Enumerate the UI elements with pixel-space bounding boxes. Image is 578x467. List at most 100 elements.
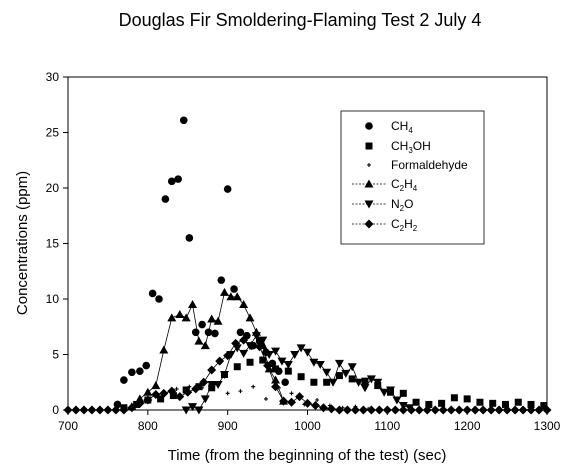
x-tick-label: 1000 — [294, 419, 321, 433]
data-point-n2o — [194, 406, 204, 415]
x-tick-label: 700 — [58, 419, 78, 433]
data-point-n2o — [347, 363, 357, 372]
data-point-ch4 — [179, 116, 188, 125]
data-point-c2h2 — [199, 377, 209, 387]
series-c2h2 — [63, 335, 552, 415]
data-point-ch4 — [161, 195, 170, 203]
data-point-ch3oh — [527, 400, 535, 408]
legend-label: N2O — [391, 197, 413, 213]
data-point-formaldehyde — [251, 384, 256, 389]
y-tick-label: 30 — [46, 70, 60, 84]
data-point-formaldehyde — [200, 385, 205, 390]
y-tick-label: 25 — [46, 126, 60, 140]
data-point-c2h2 — [295, 392, 305, 402]
data-point-c2h2 — [103, 405, 113, 415]
data-point-n2o — [200, 395, 210, 404]
data-point-c2h2 — [63, 405, 73, 415]
data-point-ch3oh — [412, 398, 420, 406]
data-point-ch3oh — [361, 377, 369, 385]
data-point-c2h2 — [143, 395, 153, 405]
data-point-c2h2 — [167, 386, 177, 396]
data-point-c2h2 — [95, 405, 105, 415]
data-point-n2o — [258, 336, 268, 345]
legend-item-c2h4: C2H4 — [352, 177, 418, 193]
data-point-c2h2 — [87, 405, 97, 415]
data-point-c2h4 — [135, 394, 145, 403]
legend-label: C2H4 — [391, 177, 418, 193]
data-point-legend-formaldehyde — [367, 163, 371, 167]
data-point-c2h2 — [159, 388, 169, 398]
y-tick-label: 5 — [52, 348, 59, 362]
data-point-c2h2 — [422, 405, 432, 415]
chart-title: Douglas Fir Smoldering-Flaming Test 2 Ju… — [119, 10, 482, 30]
y-tick-label: 0 — [52, 403, 59, 417]
data-point-formaldehyde — [315, 398, 320, 403]
data-point-c2h2 — [534, 405, 544, 415]
data-point-c2h2 — [454, 405, 464, 415]
data-point-c2h2 — [239, 335, 249, 345]
data-point-legend-ch3oh — [365, 142, 373, 150]
data-point-c2h4 — [167, 313, 177, 322]
data-point-ch4 — [155, 295, 163, 303]
data-point-c2h2 — [183, 387, 193, 397]
data-point-ch3oh — [233, 363, 241, 371]
data-point-n2o — [271, 347, 281, 356]
data-point-c2h4 — [194, 336, 204, 345]
data-point-n2o — [239, 349, 249, 358]
y-tick-label: 10 — [46, 292, 60, 306]
data-point-c2h2 — [231, 338, 241, 348]
data-point-ch4 — [211, 329, 219, 338]
data-point-c2h2 — [430, 405, 440, 415]
data-point-ch4 — [120, 376, 128, 384]
data-point-ch3oh — [501, 400, 509, 408]
data-point-c2h2 — [223, 351, 233, 361]
data-point-c2h2 — [462, 405, 472, 415]
legend-item-c2h2: C2H2 — [352, 217, 418, 233]
legend-label: CH3OH — [391, 139, 431, 155]
data-point-n2o — [207, 380, 217, 389]
data-point-legend-c2h4 — [364, 179, 374, 188]
data-point-c2h4 — [213, 316, 223, 325]
data-point-c2h4 — [151, 381, 161, 390]
data-point-c2h2 — [175, 392, 185, 402]
x-tick-label: 900 — [218, 419, 238, 433]
data-point-ch4 — [148, 289, 157, 298]
data-point-n2o — [251, 332, 261, 341]
data-point-n2o — [341, 369, 351, 378]
data-point-legend-n2o — [364, 200, 374, 209]
axis-ticks: 700 800 900 1000 1100 1200 1300 0 5 10 15 20 25 30 — [46, 70, 561, 433]
data-point-ch3oh — [259, 356, 267, 364]
data-point-n2o — [264, 351, 274, 359]
data-point-c2h2 — [470, 405, 480, 415]
y-tick-label: 15 — [46, 237, 60, 251]
data-point-n2o — [283, 360, 293, 369]
data-point-c2h2 — [287, 397, 297, 407]
data-point-c2h2 — [151, 389, 161, 399]
data-point-ch3oh — [438, 399, 446, 407]
data-point-n2o — [334, 359, 344, 368]
data-point-c2h2 — [350, 405, 360, 415]
data-point-n2o — [277, 357, 287, 366]
data-point-n2o — [213, 380, 223, 389]
data-point-ch3oh — [399, 389, 407, 397]
data-point-ch3oh — [284, 367, 292, 375]
data-point-legend-ch4 — [365, 122, 373, 130]
data-point-n2o — [290, 351, 300, 359]
data-point-formaldehyde — [238, 389, 243, 394]
data-point-c2h2 — [111, 405, 121, 415]
data-point-c2h2 — [494, 405, 504, 415]
data-point-c2h2 — [478, 405, 488, 415]
data-point-ch3oh — [489, 399, 497, 407]
data-point-n2o — [296, 344, 306, 353]
data-point-n2o — [322, 368, 332, 377]
data-point-ch4 — [167, 177, 176, 186]
data-point-c2h2 — [334, 405, 344, 415]
data-point-formaldehyde — [263, 396, 268, 401]
data-point-formaldehyde — [289, 391, 294, 396]
data-point-c2h4 — [159, 345, 169, 354]
data-point-n2o — [354, 378, 364, 387]
data-point-c2h2 — [135, 398, 145, 408]
data-point-c2h2 — [502, 405, 512, 415]
data-point-c2h2 — [318, 403, 328, 413]
